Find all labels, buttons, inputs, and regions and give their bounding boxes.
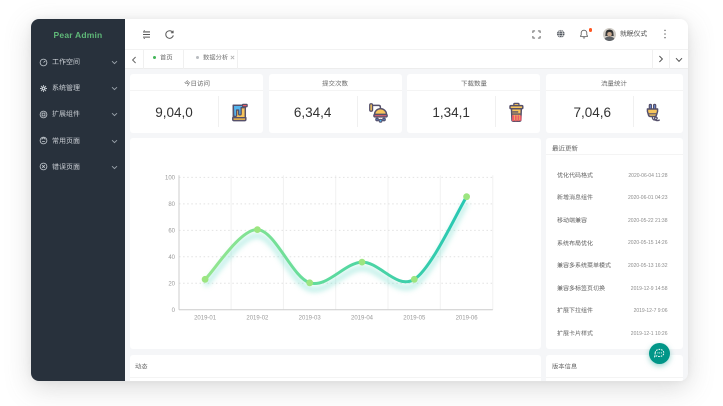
svg-text:2019-01: 2019-01 — [194, 315, 217, 321]
svg-text:2019-04: 2019-04 — [351, 315, 374, 321]
svg-text:80: 80 — [168, 202, 175, 208]
svg-text:40: 40 — [168, 255, 175, 261]
svg-text:2019-05: 2019-05 — [403, 315, 426, 321]
svg-text:60: 60 — [168, 228, 175, 234]
svg-text:0: 0 — [172, 308, 176, 314]
svg-text:100: 100 — [165, 175, 176, 181]
svg-text:2019-03: 2019-03 — [299, 315, 322, 321]
svg-text:2019-06: 2019-06 — [456, 315, 479, 321]
svg-text:2019-02: 2019-02 — [246, 315, 269, 321]
svg-text:20: 20 — [168, 281, 175, 287]
